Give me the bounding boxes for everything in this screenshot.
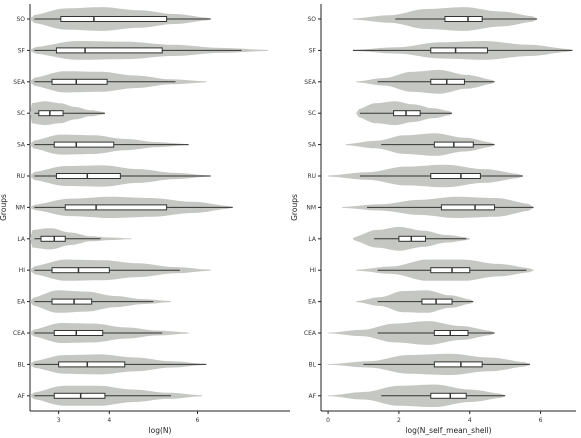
y-tick-label: HI: [19, 267, 26, 274]
y-tick-label: BL: [309, 361, 317, 368]
y-tick-label: RU: [16, 173, 25, 180]
box-RU: [430, 173, 481, 179]
x-tick-label: 6: [539, 417, 543, 424]
y-tick-label: SEA: [304, 79, 317, 86]
x-tick-label: 0: [326, 417, 330, 424]
y-tick-label: SF: [309, 47, 317, 54]
y-tick-label: SC: [17, 110, 25, 117]
y-tick-label: EA: [308, 299, 317, 306]
y-tick-label: SO: [307, 16, 316, 23]
y-tick-label: SF: [18, 47, 26, 54]
box-BL: [433, 361, 483, 368]
y-tick-label: CEA: [304, 330, 317, 337]
x-tick-label: 6: [196, 417, 200, 424]
y-tick-label: SEA: [13, 79, 26, 86]
x-axis-title: log(N_self_mean_shell): [405, 426, 491, 435]
y-tick-label: SA: [17, 142, 26, 149]
y-tick-label: SA: [308, 142, 317, 149]
y-tick-label: SO: [16, 16, 25, 23]
box-SF: [430, 47, 488, 54]
x-tick-label: 4: [107, 417, 111, 424]
box-RU: [55, 173, 121, 179]
box-EA: [421, 298, 453, 305]
box-SA: [53, 141, 115, 148]
right-violin-panel: 0 2 4 6 log(N_self_mean_shell) Groups SO SF SEA S…: [290, 4, 576, 435]
box-LA: [40, 235, 66, 242]
y-tick-label: EA: [17, 299, 26, 306]
y-axis-title: Groups: [290, 194, 299, 221]
left-violin-panel: 3 4 6 log(N) Groups SO SF SEA SC SA RU NM LA HI EA CEA B…: [0, 4, 290, 435]
y-tick-label: AF: [308, 393, 316, 400]
box-NM: [64, 204, 168, 211]
box-SF: [55, 47, 163, 54]
y-tick-label: LA: [308, 236, 316, 243]
y-tick-label: RU: [307, 173, 316, 180]
x-axis-title: log(N): [149, 426, 172, 435]
box-NM: [440, 204, 496, 211]
y-tick-label: SC: [308, 110, 316, 117]
y-tick-label: LA: [17, 236, 25, 243]
box-HI: [51, 267, 110, 274]
box-HI: [430, 267, 471, 274]
y-tick-label: BL: [18, 361, 26, 368]
box-LA: [398, 235, 426, 242]
x-tick-label: 3: [57, 417, 61, 424]
x-tick-label: 4: [468, 417, 472, 424]
box-AF: [53, 392, 106, 399]
y-tick-label: NM: [306, 204, 316, 211]
y-axis-title: Groups: [0, 194, 8, 221]
box-AF: [430, 392, 467, 399]
box-CEA: [433, 330, 469, 336]
box-BL: [58, 361, 126, 368]
box-EA: [51, 298, 93, 305]
box-SO: [60, 16, 168, 22]
box-CEA: [53, 330, 104, 336]
box-SC: [38, 110, 64, 117]
box-SEA: [51, 78, 108, 85]
box-SO: [444, 16, 483, 22]
x-tick-label: 2: [397, 417, 401, 424]
y-tick-label: NM: [15, 204, 25, 211]
y-tick-label: HI: [310, 267, 317, 274]
box-SC: [393, 110, 421, 117]
box-SEA: [430, 78, 465, 85]
y-tick-label: CEA: [13, 330, 26, 337]
y-tick-label: AF: [17, 393, 25, 400]
